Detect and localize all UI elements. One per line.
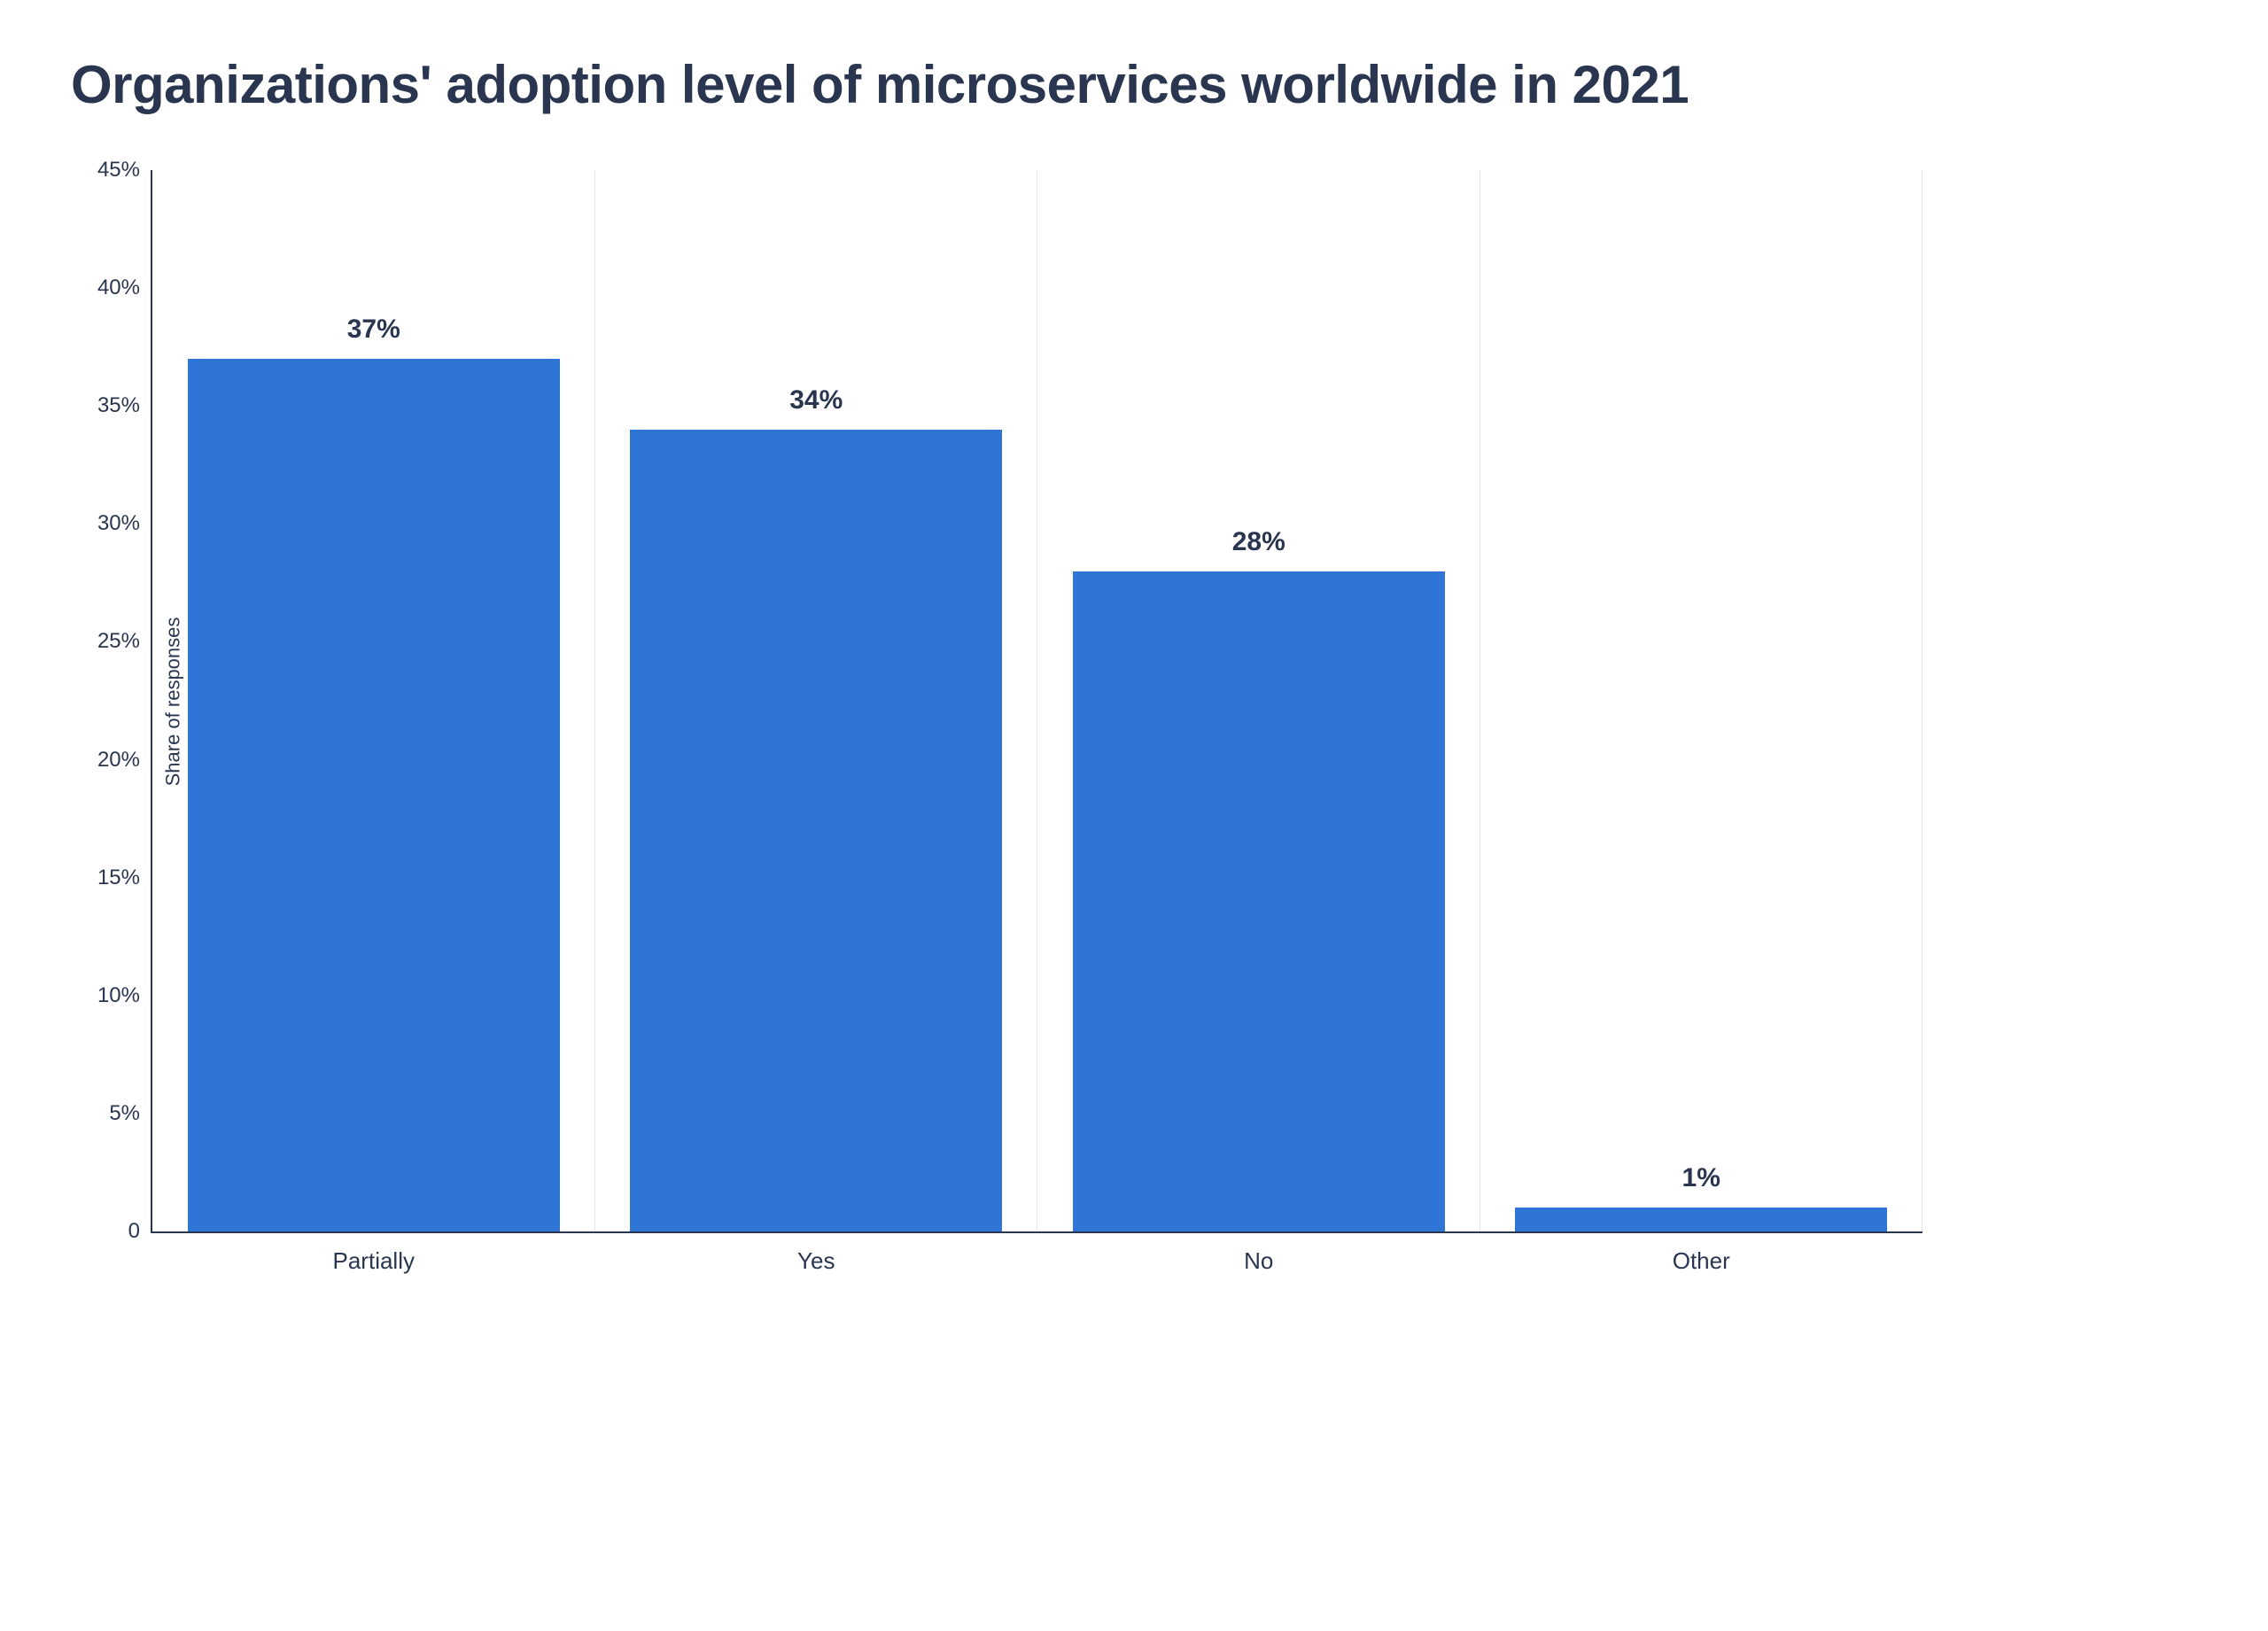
y-tick: 10% (97, 983, 152, 1008)
y-tick: 25% (97, 629, 152, 654)
x-category-label: Yes (797, 1231, 835, 1275)
chart-container: Share of responses 37%Partially34%Yes28%… (151, 170, 2197, 1233)
x-category-label: Other (1673, 1231, 1730, 1275)
y-tick: 20% (97, 748, 152, 773)
x-category-label: Partially (333, 1231, 415, 1275)
bar-value-label: 1% (1682, 1163, 1720, 1208)
bar-slot: 1%Other (1480, 170, 1923, 1231)
bar-slot: 37%Partially (152, 170, 595, 1231)
chart-title: Organizations' adoption level of microse… (71, 53, 2197, 117)
bars-layer: 37%Partially34%Yes28%No1%Other (152, 170, 1922, 1231)
bar: 37% (188, 359, 560, 1231)
y-tick: 35% (97, 393, 152, 418)
bar: 28% (1073, 571, 1445, 1231)
bar-value-label: 28% (1232, 527, 1285, 571)
plot-area: 37%Partially34%Yes28%No1%Other 05%10%15%… (151, 170, 1922, 1233)
y-tick: 5% (109, 1101, 152, 1126)
bar-value-label: 34% (789, 385, 843, 430)
y-tick: 15% (97, 866, 152, 890)
y-tick: 45% (97, 158, 152, 183)
bar-value-label: 37% (347, 315, 400, 359)
y-tick: 30% (97, 511, 152, 536)
x-category-label: No (1244, 1231, 1273, 1275)
bar: 34% (630, 430, 1002, 1231)
y-tick: 40% (97, 276, 152, 300)
y-tick: 0 (128, 1219, 152, 1244)
bar-slot: 34%Yes (595, 170, 1038, 1231)
bar-slot: 28%No (1037, 170, 1480, 1231)
bar: 1% (1515, 1208, 1887, 1231)
